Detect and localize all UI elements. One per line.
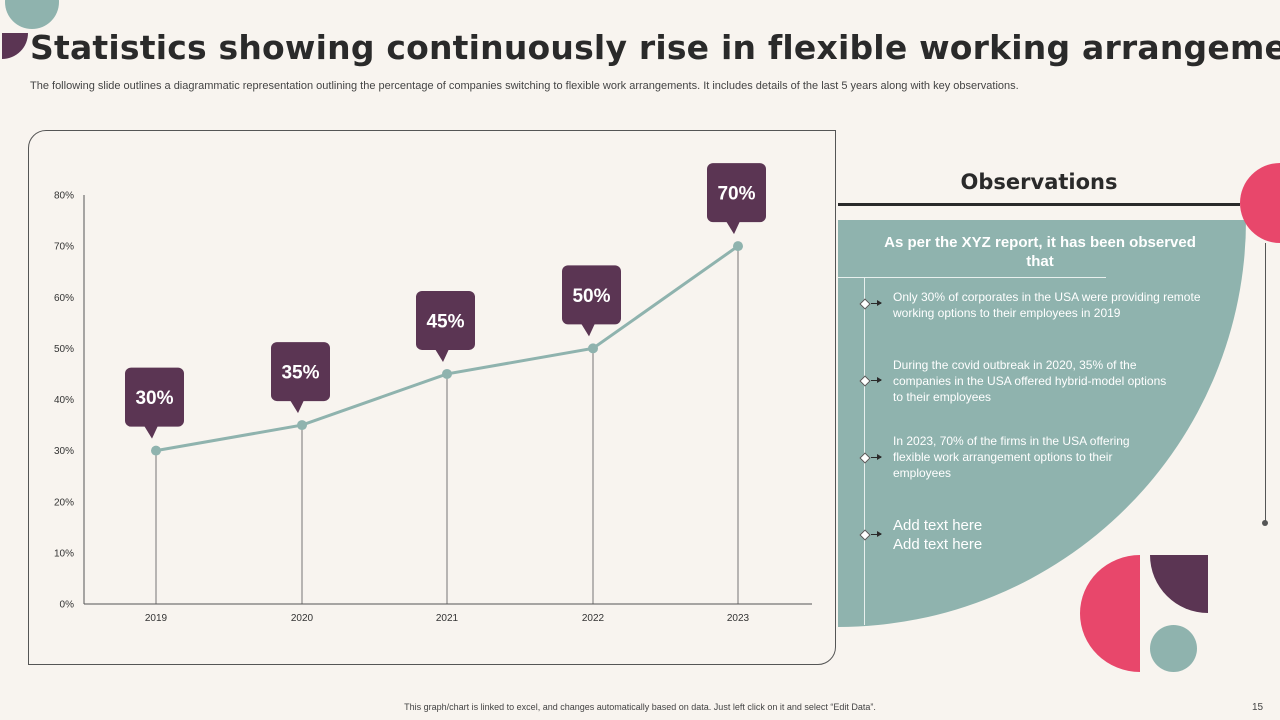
page-title: Statistics showing continuously rise in … xyxy=(30,28,1280,67)
data-label-pointer xyxy=(581,323,595,337)
data-label-bubble xyxy=(707,163,766,223)
data-point xyxy=(733,241,743,252)
data-label-bubble xyxy=(271,342,330,402)
x-tick-label: 2021 xyxy=(436,613,459,624)
y-tick-label: 0% xyxy=(60,600,75,611)
y-tick-label: 80% xyxy=(54,191,74,202)
x-tick-label: 2022 xyxy=(582,613,605,624)
data-label-bubble xyxy=(416,290,475,350)
page-number: 15 xyxy=(1252,702,1264,713)
data-label: 30% xyxy=(135,388,173,409)
data-point xyxy=(588,343,598,354)
observation-item: During the covid outbreak in 2020, 35% o… xyxy=(893,358,1167,404)
data-label-pointer xyxy=(290,400,304,414)
y-tick-label: 20% xyxy=(54,497,74,508)
observation-item: In 2023, 70% of the firms in the USA off… xyxy=(893,434,1130,480)
data-label-bubble xyxy=(125,367,184,427)
arrow-icon xyxy=(871,377,882,383)
data-point xyxy=(151,445,161,456)
y-tick-label: 50% xyxy=(54,344,74,355)
y-tick-label: 10% xyxy=(54,548,74,559)
observations-timeline xyxy=(864,277,865,625)
data-point xyxy=(297,420,307,431)
data-label: 70% xyxy=(717,184,755,205)
decorative-dot xyxy=(1262,520,1268,526)
arrow-icon xyxy=(871,300,882,306)
y-tick-label: 30% xyxy=(54,446,74,457)
observations-divider xyxy=(838,203,1240,206)
data-point xyxy=(442,368,452,379)
arrow-icon xyxy=(871,531,882,537)
chart-frame xyxy=(28,130,836,665)
x-tick-label: 2019 xyxy=(145,613,168,624)
data-label-pointer xyxy=(144,425,158,439)
y-tick-label: 60% xyxy=(54,293,74,304)
observation-item-placeholder[interactable]: Add text here Add text here xyxy=(893,517,983,553)
data-label: 35% xyxy=(281,363,319,384)
page-subtitle: The following slide outlines a diagramma… xyxy=(30,80,1019,92)
data-label: 50% xyxy=(572,286,610,307)
data-label: 45% xyxy=(426,311,464,332)
intro-divider xyxy=(838,277,1106,278)
decorative-line xyxy=(1265,243,1266,523)
y-tick-label: 70% xyxy=(54,242,74,253)
x-tick-label: 2023 xyxy=(727,613,750,624)
y-tick-label: 40% xyxy=(54,395,74,406)
arrow-icon xyxy=(871,454,882,460)
observations-intro: As per the XYZ report, it has been obser… xyxy=(884,234,1196,270)
x-tick-label: 2020 xyxy=(291,613,314,624)
data-label-pointer xyxy=(435,348,449,362)
observations-header: Observations xyxy=(960,170,1118,194)
data-label-bubble xyxy=(562,265,621,325)
footer-note: This graph/chart is linked to excel, and… xyxy=(404,702,876,712)
data-label-pointer xyxy=(726,221,740,235)
observation-item: Only 30% of corporates in the USA were p… xyxy=(893,290,1201,320)
decorative-teal-circle xyxy=(1150,625,1197,672)
